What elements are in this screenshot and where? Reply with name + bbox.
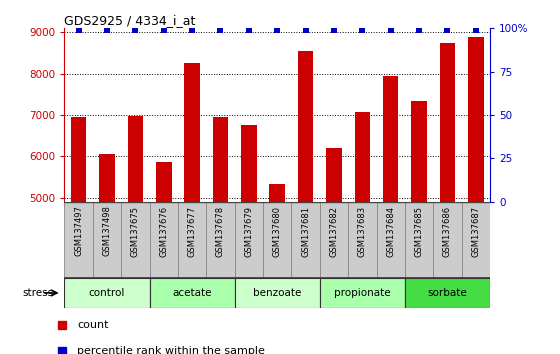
Text: propionate: propionate — [334, 288, 391, 298]
Bar — [354, 112, 370, 354]
Bar — [213, 117, 228, 354]
Text: GSM137680: GSM137680 — [273, 206, 282, 257]
Text: GSM137687: GSM137687 — [472, 206, 480, 257]
Text: GSM137682: GSM137682 — [329, 206, 338, 257]
Text: GSM137497: GSM137497 — [74, 206, 83, 256]
Text: percentile rank within the sample: percentile rank within the sample — [77, 346, 265, 354]
Bar — [348, 202, 376, 278]
Bar — [64, 278, 150, 308]
Bar — [121, 202, 150, 278]
Bar — [376, 202, 405, 278]
Text: GSM137675: GSM137675 — [131, 206, 140, 257]
Bar — [178, 202, 206, 278]
Text: GSM137498: GSM137498 — [102, 206, 111, 256]
Text: GSM137677: GSM137677 — [188, 206, 197, 257]
Text: count: count — [77, 320, 109, 330]
Text: sorbate: sorbate — [428, 288, 467, 298]
Bar — [405, 278, 490, 308]
Text: acetate: acetate — [172, 288, 212, 298]
Bar — [440, 43, 455, 354]
Bar — [461, 202, 490, 278]
Bar — [326, 148, 342, 354]
Text: GSM137678: GSM137678 — [216, 206, 225, 257]
Bar — [64, 202, 93, 278]
Text: benzoate: benzoate — [253, 288, 301, 298]
Bar — [150, 278, 235, 308]
Bar — [156, 162, 171, 354]
Bar — [298, 51, 314, 354]
Bar — [150, 202, 178, 278]
Bar — [206, 202, 235, 278]
Text: GSM137684: GSM137684 — [386, 206, 395, 257]
Text: GSM137679: GSM137679 — [244, 206, 253, 257]
Text: GSM137686: GSM137686 — [443, 206, 452, 257]
Text: control: control — [89, 288, 125, 298]
Text: stress: stress — [22, 288, 53, 298]
Text: GDS2925 / 4334_i_at: GDS2925 / 4334_i_at — [64, 14, 196, 27]
Bar — [235, 202, 263, 278]
Bar — [99, 154, 115, 354]
Text: GSM137685: GSM137685 — [414, 206, 423, 257]
Bar — [263, 202, 291, 278]
Bar — [468, 36, 484, 354]
Bar — [433, 202, 461, 278]
Bar — [241, 125, 256, 354]
Bar — [128, 116, 143, 354]
Bar — [291, 202, 320, 278]
Text: GSM137681: GSM137681 — [301, 206, 310, 257]
Bar — [93, 202, 121, 278]
Bar — [320, 202, 348, 278]
Bar — [184, 63, 200, 354]
Bar — [320, 278, 405, 308]
Text: GSM137676: GSM137676 — [159, 206, 168, 257]
Bar — [411, 101, 427, 354]
Text: GSM137683: GSM137683 — [358, 206, 367, 257]
Bar — [71, 117, 86, 354]
Bar — [235, 278, 320, 308]
Bar — [405, 202, 433, 278]
Bar — [383, 76, 399, 354]
Bar — [269, 184, 285, 354]
